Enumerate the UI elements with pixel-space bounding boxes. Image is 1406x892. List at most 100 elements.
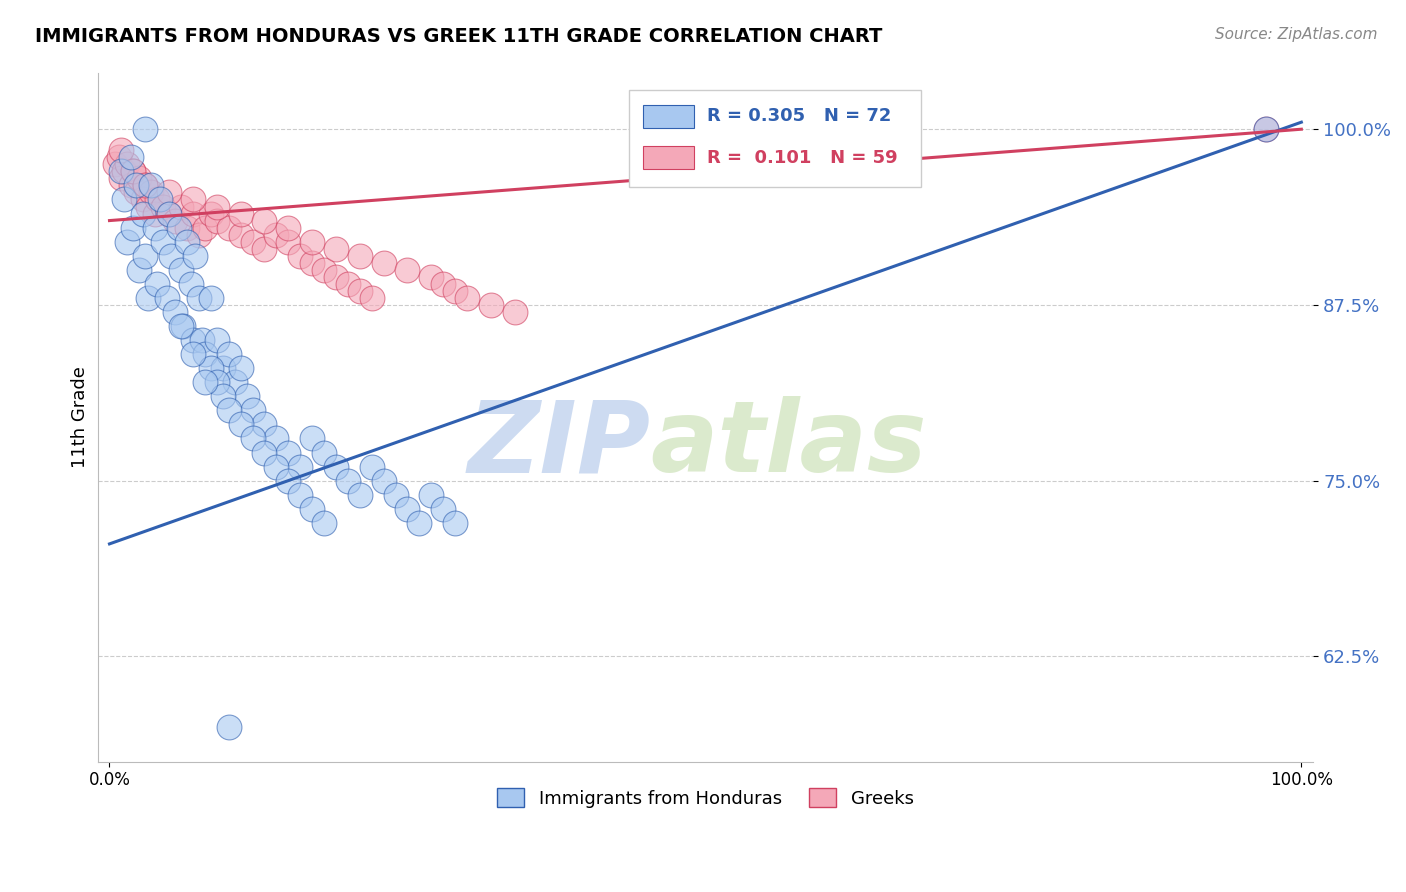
Point <box>110 143 132 157</box>
Point <box>157 206 180 220</box>
Point <box>134 249 156 263</box>
Point <box>396 262 419 277</box>
Point <box>266 432 288 446</box>
Point <box>235 389 257 403</box>
Point <box>224 376 246 390</box>
Point <box>277 235 299 249</box>
Point <box>444 284 467 298</box>
Point <box>163 305 186 319</box>
Point <box>146 277 169 291</box>
Point <box>408 516 430 530</box>
Point <box>432 277 454 291</box>
Point <box>152 235 174 249</box>
Point <box>242 235 264 249</box>
Point <box>360 459 382 474</box>
Point <box>301 432 323 446</box>
Point <box>122 164 145 178</box>
Point <box>266 227 288 242</box>
Point <box>253 213 276 227</box>
Point <box>122 220 145 235</box>
Point <box>128 171 150 186</box>
Point <box>229 417 252 432</box>
Point <box>136 291 159 305</box>
Point <box>325 242 347 256</box>
Point <box>120 178 142 193</box>
Point <box>211 389 233 403</box>
Point <box>200 361 222 376</box>
Point <box>180 277 202 291</box>
Point <box>170 318 193 333</box>
Point <box>152 200 174 214</box>
Point <box>432 501 454 516</box>
Point <box>176 220 198 235</box>
Point <box>170 262 193 277</box>
Point <box>242 403 264 417</box>
Point <box>167 220 190 235</box>
Point <box>312 516 335 530</box>
Legend: Immigrants from Honduras, Greeks: Immigrants from Honduras, Greeks <box>491 780 921 814</box>
Point <box>146 193 169 207</box>
Point <box>277 220 299 235</box>
Point <box>253 242 276 256</box>
Point <box>181 206 204 220</box>
Point <box>110 164 132 178</box>
Point <box>200 206 222 220</box>
Text: R = 0.305   N = 72: R = 0.305 N = 72 <box>707 107 891 126</box>
Point <box>157 206 180 220</box>
Point <box>290 488 312 502</box>
Y-axis label: 11th Grade: 11th Grade <box>72 367 89 468</box>
Point <box>120 150 142 164</box>
Point <box>1254 122 1277 136</box>
Point <box>143 220 166 235</box>
Point <box>373 256 395 270</box>
Text: ZIP: ZIP <box>468 396 651 493</box>
Point <box>184 249 207 263</box>
Point <box>277 474 299 488</box>
Point <box>112 164 135 178</box>
Point <box>349 249 371 263</box>
Point <box>349 488 371 502</box>
Point <box>200 291 222 305</box>
Point <box>384 488 406 502</box>
Point <box>325 269 347 284</box>
Point <box>218 347 240 361</box>
Point <box>160 249 183 263</box>
Point <box>336 474 359 488</box>
Point <box>503 305 526 319</box>
Point <box>134 178 156 193</box>
Point <box>110 171 132 186</box>
Point <box>128 262 150 277</box>
Point <box>134 122 156 136</box>
Point <box>301 235 323 249</box>
Point <box>205 333 228 347</box>
Point <box>143 206 166 220</box>
Text: IMMIGRANTS FROM HONDURAS VS GREEK 11TH GRADE CORRELATION CHART: IMMIGRANTS FROM HONDURAS VS GREEK 11TH G… <box>35 27 883 45</box>
Point <box>336 277 359 291</box>
Point <box>181 347 204 361</box>
Point <box>420 488 443 502</box>
Point <box>373 474 395 488</box>
Point <box>187 227 209 242</box>
Point <box>229 361 252 376</box>
Point <box>191 333 214 347</box>
Text: Source: ZipAtlas.com: Source: ZipAtlas.com <box>1215 27 1378 42</box>
Point <box>136 200 159 214</box>
FancyBboxPatch shape <box>644 146 695 169</box>
Point <box>277 445 299 459</box>
Point <box>444 516 467 530</box>
Text: atlas: atlas <box>651 396 927 493</box>
Point <box>108 150 131 164</box>
Point <box>242 432 264 446</box>
Point <box>176 235 198 249</box>
Point <box>312 262 335 277</box>
Point <box>194 376 217 390</box>
Point <box>325 459 347 474</box>
Point <box>312 445 335 459</box>
Point <box>218 220 240 235</box>
FancyBboxPatch shape <box>628 90 921 186</box>
Point <box>253 417 276 432</box>
Point <box>420 269 443 284</box>
FancyBboxPatch shape <box>644 104 695 128</box>
Point <box>187 291 209 305</box>
Point <box>156 291 179 305</box>
